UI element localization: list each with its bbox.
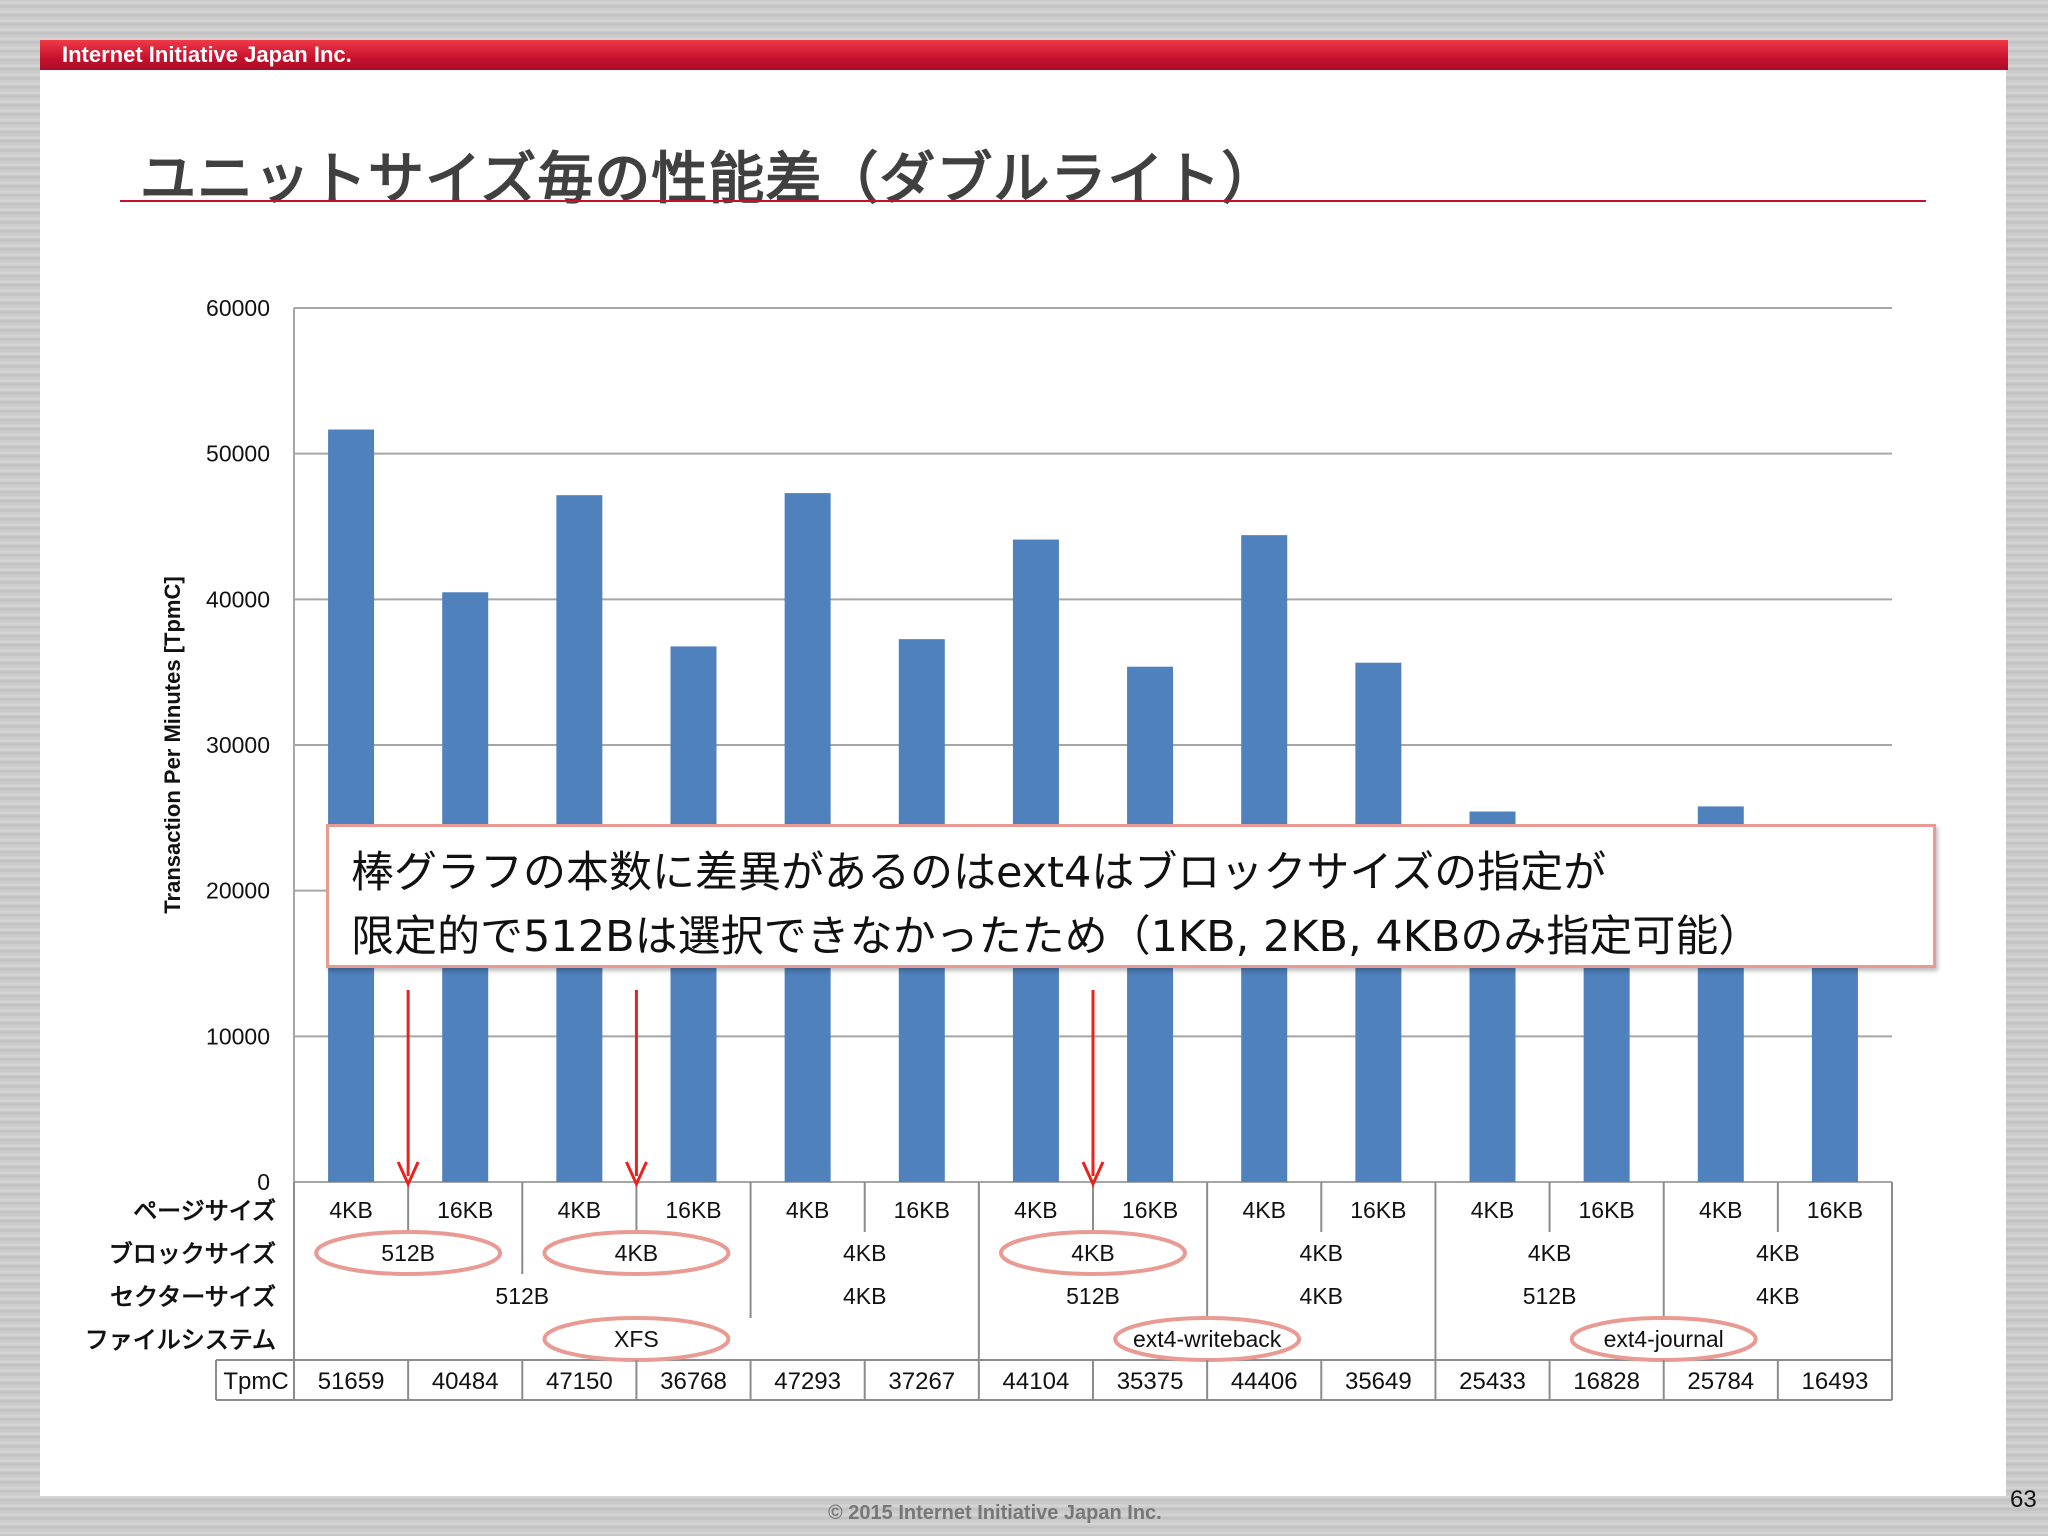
page-size-cell: 16KB	[1350, 1197, 1406, 1223]
footer-copyright: © 2015 Internet Initiative Japan Inc.	[828, 1502, 1162, 1524]
row-label-fs: ファイルシステム	[85, 1327, 276, 1354]
page-size-cell: 4KB	[786, 1197, 829, 1223]
block-size-cell: 4KB	[1300, 1240, 1343, 1266]
y-tick-label: 10000	[206, 1023, 270, 1049]
block-size-highlight	[542, 1230, 731, 1276]
block-size-highlight	[999, 1230, 1187, 1276]
tpmc-value-cell: 35649	[1345, 1368, 1412, 1395]
sector-size-cell: 4KB	[1300, 1283, 1343, 1309]
page-size-cell: 4KB	[329, 1197, 372, 1223]
page-size-cell: 16KB	[1579, 1197, 1635, 1223]
y-tick-label: 40000	[206, 586, 270, 612]
sector-size-cell: 512B	[1066, 1283, 1120, 1309]
row-label-block: ブロックサイズ	[109, 1240, 276, 1268]
tpmc-value-cell: 51659	[318, 1368, 385, 1395]
page-size-cell: 4KB	[1242, 1197, 1285, 1223]
company-name: Internet Initiative Japan Inc.	[62, 42, 352, 67]
page-size-cell: 16KB	[1807, 1197, 1863, 1223]
y-tick-label: 0	[257, 1169, 270, 1195]
bar	[1583, 936, 1630, 1182]
y-tick-label: 30000	[206, 732, 270, 758]
sector-size-cell: 512B	[495, 1283, 549, 1309]
page-size-cell: 4KB	[558, 1197, 601, 1223]
page-size-cell: 16KB	[665, 1197, 721, 1223]
filesystem-cell: ext4-journal	[1604, 1326, 1724, 1352]
block-size-highlight	[314, 1230, 503, 1276]
filesystem-cell: XFS	[614, 1326, 659, 1352]
tpmc-value-cell: 44406	[1231, 1368, 1298, 1395]
tpmc-value-cell: 16493	[1802, 1368, 1869, 1395]
page-size-cell: 4KB	[1014, 1197, 1057, 1223]
page-size-cell: 16KB	[437, 1197, 493, 1223]
page-size-cell: 4KB	[1699, 1197, 1742, 1223]
callout-line-2: 限定的で512Bは選択できなかったため（1KB, 2KB, 4KBのみ指定可能）	[351, 912, 1762, 962]
red-arrow-head	[396, 1161, 420, 1188]
tpmc-value-cell: 35375	[1117, 1368, 1184, 1395]
bar	[1811, 941, 1858, 1182]
block-size-cell: 4KB	[1528, 1240, 1571, 1266]
tpmc-value-cell: 25433	[1459, 1368, 1526, 1395]
page-size-cell: 16KB	[894, 1197, 950, 1223]
y-tick-label: 60000	[206, 295, 270, 321]
callout-line-1: 棒グラフの本数に差異があるのはext4はブロックサイズの指定が	[351, 848, 1607, 898]
red-arrow-head	[625, 1161, 648, 1188]
tpmc-value-cell: 47150	[546, 1368, 613, 1395]
tpmc-value-cell: 36768	[660, 1368, 727, 1395]
page-number: 63	[2010, 1486, 2037, 1513]
row-label-page: ページサイズ	[133, 1197, 276, 1225]
block-size-cell: 4KB	[615, 1240, 658, 1266]
page-size-cell: 4KB	[1471, 1197, 1514, 1223]
tpmc-value-cell: 25784	[1687, 1368, 1754, 1395]
title-underline	[120, 200, 1926, 202]
tpmc-value-cell: 44104	[1003, 1368, 1070, 1395]
y-tick-label: 50000	[206, 441, 270, 467]
filesystem-cell: ext4-writeback	[1133, 1326, 1282, 1352]
header-bar	[40, 40, 2008, 70]
block-size-cell: 4KB	[843, 1240, 886, 1266]
tpmc-value-cell: 40484	[432, 1368, 499, 1395]
y-axis-label: Transaction Per Minutes [TpmC]	[160, 576, 185, 913]
row-label-tpmc: TpmC	[223, 1368, 288, 1395]
sector-size-cell: 4KB	[843, 1283, 886, 1309]
row-label-sector: セクターサイズ	[110, 1283, 276, 1311]
bar	[328, 429, 375, 1182]
red-arrow-head	[1081, 1161, 1105, 1188]
sector-size-cell: 512B	[1523, 1283, 1577, 1309]
sector-size-cell: 4KB	[1756, 1283, 1799, 1309]
tpmc-value-cell: 16828	[1573, 1368, 1640, 1395]
block-size-cell: 512B	[381, 1240, 435, 1266]
block-size-cell: 4KB	[1756, 1240, 1799, 1266]
page-size-cell: 16KB	[1122, 1197, 1178, 1223]
tpmc-value-cell: 47293	[774, 1368, 841, 1395]
block-size-cell: 4KB	[1071, 1240, 1114, 1266]
y-tick-label: 20000	[206, 878, 270, 904]
callout-note: 棒グラフの本数に差異があるのはext4はブロックサイズの指定が 限定的で512B…	[326, 824, 1936, 968]
tpmc-value-cell: 37267	[888, 1368, 955, 1395]
